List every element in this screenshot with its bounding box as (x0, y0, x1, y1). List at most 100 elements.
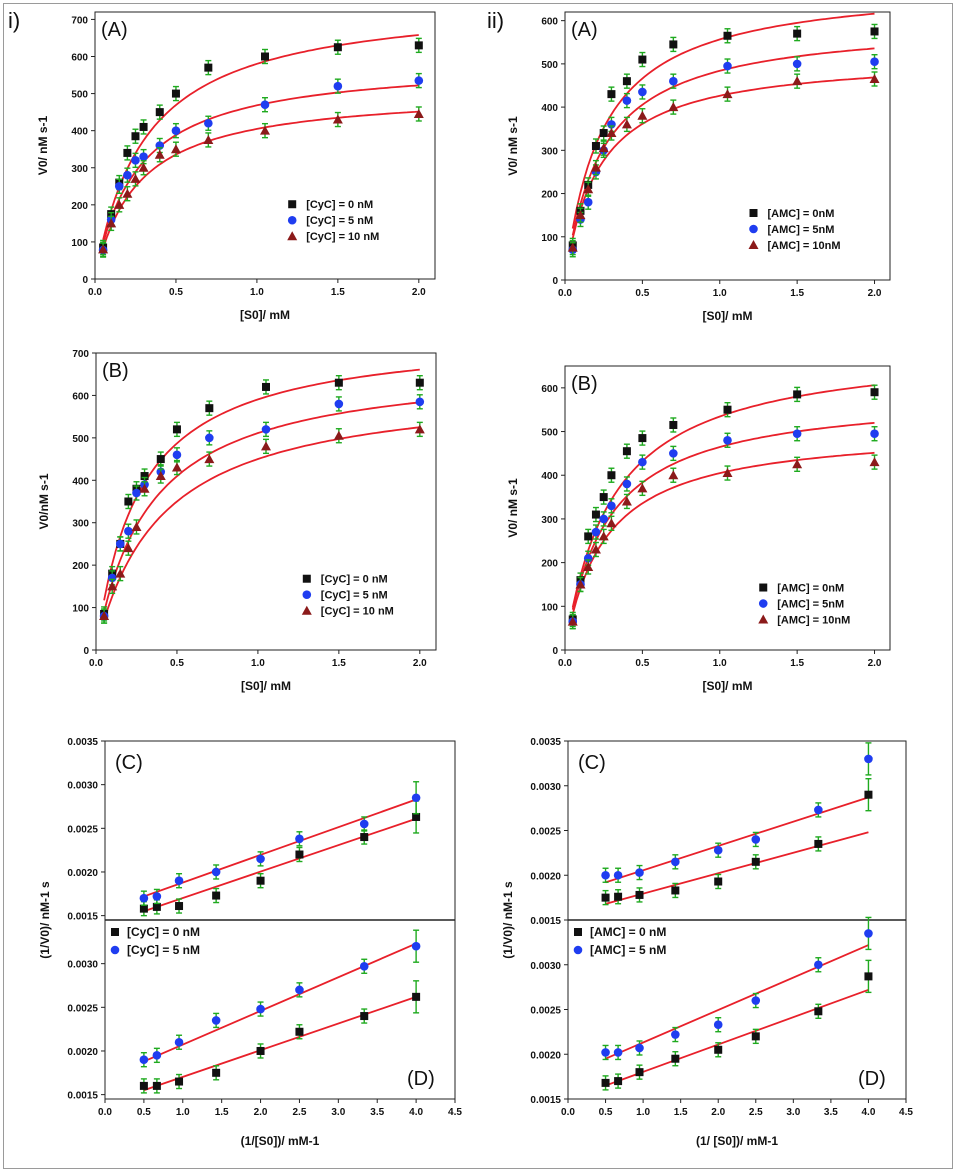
data-point-circle (870, 429, 879, 439)
y-tick-label: 600 (541, 17, 558, 28)
x-axis-title: [S0]/ mM (702, 679, 752, 693)
data-point-circle (638, 457, 647, 467)
data-point-circle (260, 100, 270, 110)
data-point-triangle (598, 143, 609, 153)
y-tick-label: 200 (541, 559, 558, 570)
y-tick-label: 300 (71, 164, 88, 175)
y-tick-label: 200 (72, 561, 89, 572)
data-point-square (172, 425, 181, 434)
fit-curve-2 (571, 451, 875, 615)
x-tick-label: 4.5 (448, 1107, 462, 1118)
data-point-triangle (138, 162, 149, 172)
y-tick-label: 0 (552, 276, 558, 287)
data-point-square (155, 108, 164, 117)
data-point-triangle (583, 561, 594, 571)
y-tick-label: 0.0030 (530, 961, 561, 972)
y-axis-title: V0/ nM s-1 (506, 116, 520, 176)
x-tick-label: 1.0 (636, 1107, 650, 1118)
y-tick-label: 0.0025 (67, 824, 98, 835)
data-point-square (638, 55, 647, 64)
fit-curve-0 (571, 12, 875, 229)
x-tick-label: 0.0 (89, 658, 103, 669)
data-point-square (295, 1027, 304, 1036)
data-point-circle (172, 450, 182, 460)
data-point-square (124, 497, 133, 506)
fit-line (605, 988, 869, 1087)
chart-iiCD: 0.0 0.5 1.0 1.5 2.0 2.5 3.0 3.5 4.0 4.5 0.0015 0.00… (501, 737, 913, 1148)
data-point-circle (211, 1016, 221, 1025)
y-tick-label: 700 (71, 15, 88, 26)
data-point-circle (415, 397, 425, 407)
fit-curve-2 (103, 426, 420, 621)
y-tick-label: 0.0025 (530, 1006, 561, 1017)
y-tick-label: 600 (72, 391, 89, 402)
legend-marker-circle (302, 590, 312, 600)
data-point-circle (171, 126, 181, 135)
data-point-circle (814, 960, 823, 970)
plot-area (564, 365, 891, 651)
y-tick-label: 600 (71, 53, 88, 64)
legend-label: [AMC] = 10nM (768, 240, 841, 252)
y-tick-label: 400 (541, 103, 558, 114)
data-point-circle (139, 893, 149, 903)
x-tick-label: 1.0 (250, 287, 264, 298)
data-point-circle (635, 1043, 644, 1053)
data-point-circle (669, 76, 678, 86)
data-point-square (584, 532, 593, 541)
data-point-square (870, 388, 879, 397)
legend-marker-square (111, 928, 119, 936)
data-point-square (256, 1046, 265, 1055)
data-point-triangle (722, 89, 733, 99)
data-point-circle (256, 1004, 265, 1014)
x-tick-label: 3.5 (370, 1107, 384, 1118)
legend-marker-square (749, 209, 758, 217)
data-point-triangle (123, 543, 134, 553)
data-point-triangle (722, 468, 733, 478)
fit-line (143, 995, 417, 1092)
data-point-triangle (99, 611, 110, 621)
y-tick-label: 600 (541, 384, 558, 395)
x-tick-label: 1.0 (713, 658, 727, 669)
fit-line (143, 817, 417, 913)
data-point-circle (204, 118, 213, 128)
x-tick-label: 0.5 (169, 287, 183, 298)
x-tick-label: 3.0 (786, 1107, 800, 1118)
data-point-triangle (567, 616, 578, 626)
plot-area (94, 11, 436, 280)
data-point-triangle (792, 459, 803, 469)
data-point-circle (205, 433, 214, 443)
data-point-circle (713, 845, 723, 855)
data-point-circle (671, 1030, 680, 1039)
data-point-triangle (122, 188, 133, 198)
data-point-square (175, 902, 184, 911)
data-point-square (622, 77, 631, 86)
data-point-circle (333, 81, 343, 91)
y-tick-label: 0.0025 (67, 1003, 98, 1014)
fit-curve-1 (103, 401, 420, 613)
x-tick-label: 1.0 (713, 288, 727, 299)
data-point-square (139, 122, 148, 131)
legend-marker-square (288, 200, 297, 209)
y-tick-label: 0.0020 (67, 1047, 98, 1058)
y-tick-label: 0.0030 (530, 782, 561, 793)
panel-label-top: (C) (115, 752, 143, 774)
figure-frame (3, 3, 953, 1169)
data-point-square (870, 27, 879, 36)
x-tick-label: 0.0 (561, 1107, 575, 1118)
data-point-triangle (598, 531, 609, 541)
data-point-square (793, 29, 802, 38)
legend-marker-triangle (301, 605, 312, 615)
data-point-square (212, 1068, 221, 1077)
data-point-square (864, 972, 873, 981)
data-point-square (123, 148, 132, 157)
fit-line (605, 796, 869, 884)
y-tick-label: 0 (82, 275, 88, 286)
x-tick-label: 0.0 (88, 287, 102, 298)
data-point-triangle (583, 184, 594, 194)
data-point-square (864, 790, 873, 799)
data-point-circle (359, 819, 369, 829)
y-tick-label: 0.0030 (67, 781, 98, 792)
data-point-circle (751, 835, 761, 844)
y-axis-title: (1/V0)/ nM-1 s (501, 881, 515, 959)
data-point-square (622, 447, 631, 456)
